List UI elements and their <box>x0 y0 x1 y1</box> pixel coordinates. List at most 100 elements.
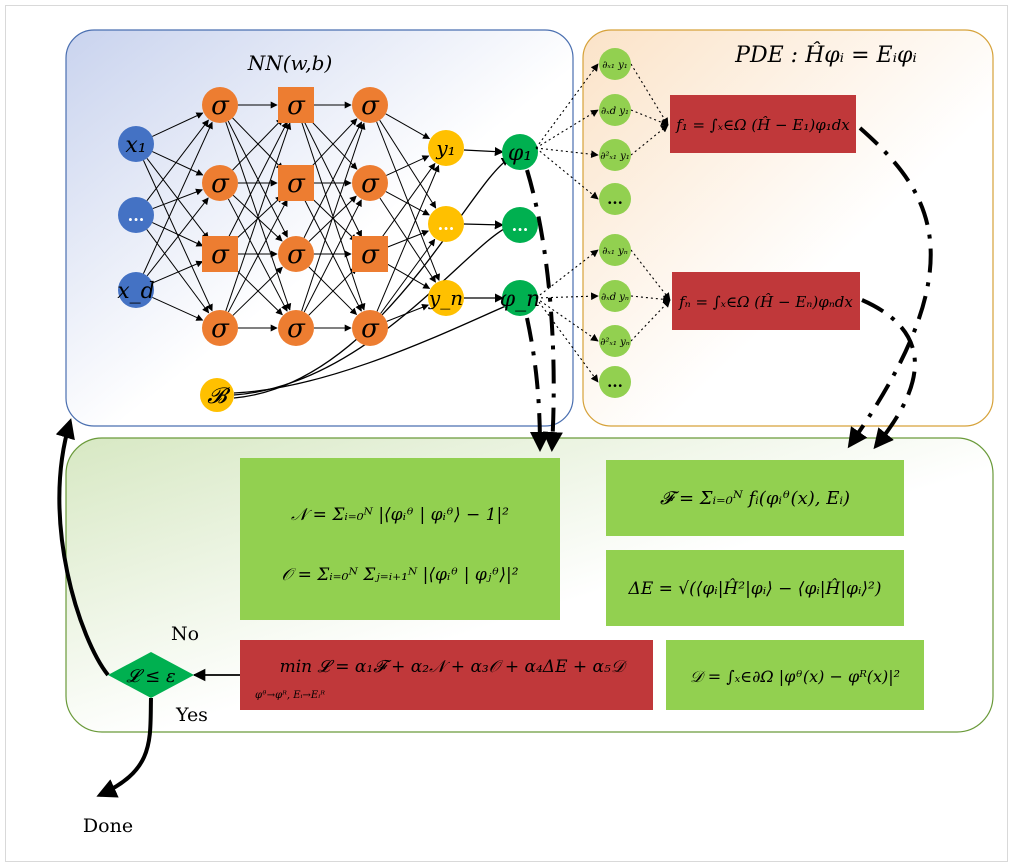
phi-node-n-label: φ_n <box>500 287 541 312</box>
D-formula: 𝒟 = ∫ₓ∈∂Ω |φᶿ(x) − φᴿ(x)|² <box>690 667 900 686</box>
input-node-d: x_d <box>117 272 155 308</box>
flow-fn-to-loss <box>861 298 917 450</box>
derivn-label-3: ∂²ₓ₁ yₙ <box>600 337 630 348</box>
deriv1-node-3 <box>599 139 631 171</box>
phi-nodes: φ₁ ... φ_n <box>500 134 541 316</box>
feedback-no-arrow <box>55 418 110 677</box>
phi1-deriv-edge-3 <box>535 147 599 200</box>
F-formula: 𝓕 = Σᵢ₌₀ᴺ fᵢ(φᵢᶿ(x), Eᵢ) <box>660 488 850 509</box>
nn-label: NN(w,b) <box>247 51 333 75</box>
derivative-nodes-n: ∂ₓ₁ yₙ ∂ₓd yₙ ∂²ₓ₁ yₙ ... <box>599 234 631 398</box>
input-node-1: x₁ <box>118 126 154 162</box>
h1-sigma-1: σ <box>211 91 230 121</box>
h1-sigma-4: σ <box>211 314 230 344</box>
input-node-d-label: x_d <box>117 279 155 304</box>
f1-box: f₁ = ∫ₓ∈Ω (Ĥ − E₁)φ₁dx <box>670 95 856 153</box>
derivn-label-2: ∂ₓd yₙ <box>601 292 629 303</box>
derivative-edges <box>535 63 671 383</box>
input-node-mid: ... <box>118 197 154 233</box>
hidden-layer-2: σ σ σ σ <box>278 87 314 346</box>
edge-y1-phi1 <box>463 147 504 157</box>
dE-box: ΔE = √(⟨φᵢ|Ĥ²|φᵢ⟩ − ⟨φᵢ|Ĥ|φᵢ⟩²) <box>606 550 904 626</box>
h3-sigma-2: σ <box>361 169 380 199</box>
phi-node-1 <box>502 134 538 170</box>
network-edge-26 <box>232 266 283 316</box>
L-box: min 𝓛 = α₁𝓕 + α₂𝒩 + α₃𝒪 + α₄ΔE + α₅𝒟 φᶿ→… <box>240 640 653 710</box>
D-box: 𝒟 = ∫ₓ∈∂Ω |φᶿ(x) − φᴿ(x)|² <box>666 640 924 710</box>
L-subscript: φᶿ→φᴿ, Eᵢ→Eᵢᴿ <box>255 690 325 701</box>
bias-node: 𝓑 <box>200 378 234 412</box>
yes-label: Yes <box>175 704 208 726</box>
deriv1-label-4: ... <box>607 190 623 208</box>
derivative-nodes-1: ∂ₓ₁ y₁ ∂ₓd y₁ ∂²ₓ₁ y₁ ... <box>599 48 631 215</box>
network-edge-47 <box>386 155 430 176</box>
derivn-fn-edge-0 <box>630 249 671 301</box>
h3-sigma-1: σ <box>361 91 380 121</box>
h1-node-2 <box>202 165 238 201</box>
h1-sigma-2: σ <box>211 169 230 199</box>
h3-sigma-4: σ <box>361 314 380 344</box>
deriv1-node-1 <box>599 48 631 80</box>
phi-node-1-label: φ₁ <box>508 141 532 166</box>
decision-diamond: 𝓛 ≤ ε <box>108 652 194 698</box>
network-edge-8 <box>142 121 213 274</box>
network-edge-10 <box>152 260 204 284</box>
network-edge-50 <box>380 162 436 240</box>
h3-node-1 <box>352 87 388 123</box>
h2-node-2 <box>278 165 314 201</box>
derivn-fn-edge-1 <box>630 295 671 304</box>
network-edge-4 <box>146 119 209 201</box>
edge-ymid-phimid <box>463 220 504 230</box>
network-edges <box>142 101 440 332</box>
output-node-mid <box>428 206 464 242</box>
network-edge-6 <box>152 222 204 247</box>
phi1-deriv-edge-2 <box>535 147 599 159</box>
N-O-box: 𝒩 = Σᵢ₌₀ᴺ |⟨φᵢᶿ | φᵢᶿ⟩ − 1|² 𝒪 = Σᵢ₌₀ᴺ Σ… <box>240 458 560 620</box>
phin-deriv-edge-0 <box>535 249 599 299</box>
bias-edge-phi1 <box>233 157 511 399</box>
L-formula: min 𝓛 = α₁𝓕 + α₂𝒩 + α₃𝒪 + α₄ΔE + α₅𝒟 <box>280 657 628 677</box>
fn-formula: fₙ = ∫ₓ∈Ω (Ĥ − Eₙ)φₙdx <box>678 293 853 311</box>
O-formula: 𝒪 = Σᵢ₌₀ᴺ Σⱼ₌ᵢ₊₁ᴺ |⟨φᵢᶿ | φⱼᶿ⟩|² <box>281 565 518 585</box>
flow-f1-to-loss <box>847 126 933 449</box>
flow-phin-to-loss <box>525 317 550 452</box>
h1-node-3 <box>202 236 238 272</box>
done-label: Done <box>83 815 133 837</box>
input-node-1-label: x₁ <box>125 133 146 158</box>
network-edge-25 <box>227 199 288 313</box>
h2-sigma-1: σ <box>287 91 306 121</box>
phi-node-mid <box>502 207 538 243</box>
decision-label: 𝓛 ≤ ε <box>126 666 175 687</box>
h3-node-2 <box>352 165 388 201</box>
network-edge-9 <box>146 197 209 277</box>
network-edge-11 <box>152 296 204 321</box>
pde-equation: PDE : Ĥφᵢ = Eᵢφᵢ <box>734 41 917 68</box>
derivn-node-1 <box>599 234 631 266</box>
hidden-layer-1: σ σ σ σ <box>202 87 238 346</box>
input-node-mid-label: ... <box>128 206 145 225</box>
h2-node-1 <box>278 87 314 123</box>
network-edge-42 <box>308 266 358 316</box>
deriv1-f1-edge-0 <box>630 63 669 126</box>
figure-frame <box>5 5 1008 862</box>
network-edge-41 <box>303 199 362 313</box>
deriv1-label-2: ∂ₓd y₁ <box>601 106 629 117</box>
network-edge-40 <box>301 122 366 312</box>
derivn-node-3 <box>599 325 631 357</box>
phin-deriv-edge-1 <box>535 292 599 301</box>
h2-sigma-4: σ <box>287 314 306 344</box>
deriv1-node-2 <box>599 94 631 126</box>
h3-sigma-3: σ <box>361 240 380 270</box>
phi-node-n <box>502 280 538 316</box>
derivn-node-4 <box>599 366 631 398</box>
network-edge-16 <box>232 118 284 171</box>
deriv1-label-1: ∂ₓ₁ y₁ <box>602 60 628 71</box>
output-node-1 <box>428 130 464 166</box>
deriv1-f1-edge-1 <box>630 109 669 126</box>
network-edge-53 <box>376 164 440 312</box>
h2-node-4 <box>278 310 314 346</box>
deriv1-label-3: ∂²ₓ₁ y₁ <box>600 151 630 162</box>
network-edge-49 <box>379 197 436 283</box>
F-box: 𝓕 = Σᵢ₌₀ᴺ fᵢ(φᵢᶿ(x), Eᵢ) <box>606 460 904 536</box>
